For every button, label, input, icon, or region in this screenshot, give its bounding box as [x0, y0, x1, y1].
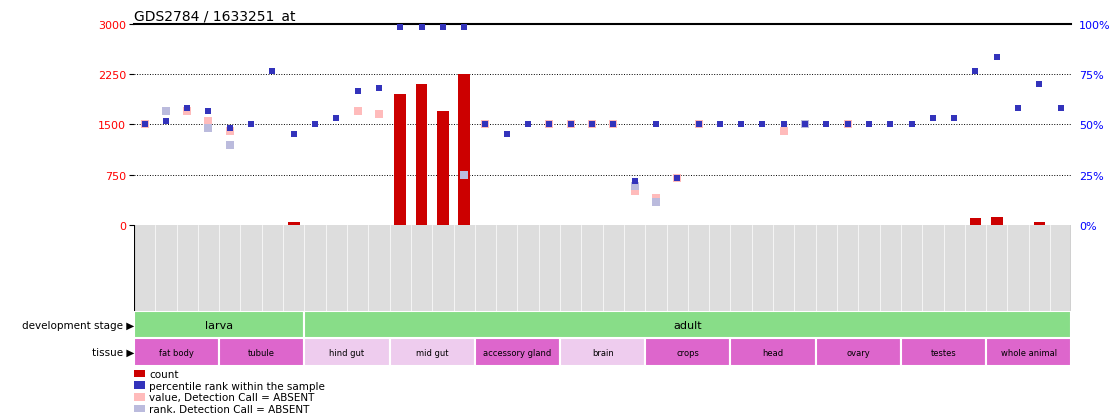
Bar — [134, 381, 145, 389]
Bar — [731, 339, 816, 366]
Bar — [134, 311, 305, 339]
Text: whole animal: whole animal — [1001, 348, 1057, 357]
Bar — [901, 339, 987, 366]
Text: rank, Detection Call = ABSENT: rank, Detection Call = ABSENT — [148, 404, 309, 413]
Text: larva: larva — [205, 320, 233, 330]
Bar — [305, 311, 1071, 339]
Bar — [134, 393, 145, 401]
Bar — [987, 339, 1071, 366]
Text: accessory gland: accessory gland — [483, 348, 551, 357]
Text: development stage ▶: development stage ▶ — [21, 320, 134, 330]
Bar — [645, 339, 731, 366]
Text: crops: crops — [676, 348, 700, 357]
Text: hind gut: hind gut — [329, 348, 365, 357]
Text: count: count — [148, 369, 179, 379]
Bar — [305, 339, 389, 366]
Text: adult: adult — [674, 320, 702, 330]
Bar — [816, 339, 901, 366]
Bar — [134, 404, 145, 412]
Text: brain: brain — [591, 348, 614, 357]
Bar — [394, 95, 406, 225]
Bar — [459, 75, 470, 225]
Bar — [415, 85, 427, 225]
Bar — [1033, 222, 1046, 225]
Bar — [991, 217, 1002, 225]
Bar — [134, 370, 145, 377]
Text: testes: testes — [931, 348, 956, 357]
Bar — [288, 222, 299, 225]
Text: mid gut: mid gut — [416, 348, 449, 357]
Bar — [970, 219, 981, 225]
Bar — [474, 339, 560, 366]
Text: percentile rank within the sample: percentile rank within the sample — [148, 381, 325, 391]
Text: tubule: tubule — [248, 348, 276, 357]
Text: ovary: ovary — [846, 348, 870, 357]
Bar — [560, 339, 645, 366]
Bar — [219, 339, 305, 366]
Bar — [389, 339, 474, 366]
Text: GDS2784 / 1633251_at: GDS2784 / 1633251_at — [134, 10, 296, 24]
Text: tissue ▶: tissue ▶ — [92, 347, 134, 357]
Bar — [437, 112, 449, 225]
Bar — [134, 339, 219, 366]
Text: fat body: fat body — [160, 348, 194, 357]
Text: value, Detection Call = ABSENT: value, Detection Call = ABSENT — [148, 392, 315, 402]
Text: head: head — [762, 348, 783, 357]
